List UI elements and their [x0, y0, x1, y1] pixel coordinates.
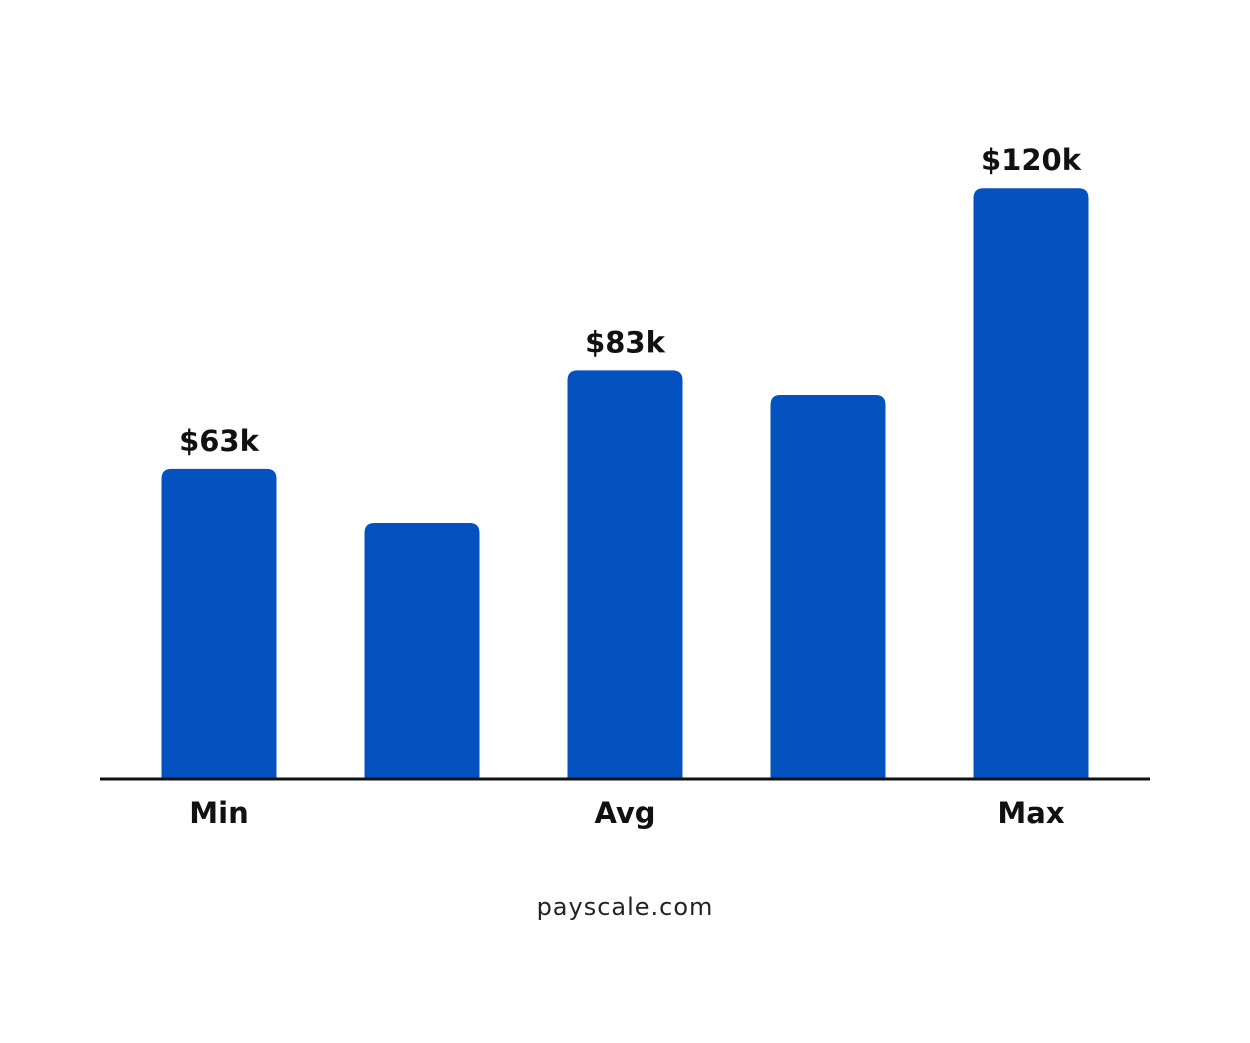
bar: [770, 395, 886, 779]
bar: [567, 370, 683, 779]
value-label: $63k: [179, 424, 260, 458]
bar: [973, 188, 1089, 779]
value-label: $120k: [981, 143, 1082, 177]
value-label: $83k: [585, 325, 666, 359]
x-tick-label: Min: [189, 796, 248, 830]
x-tick-label: Max: [997, 796, 1064, 830]
bar: [161, 468, 277, 779]
bar: [364, 523, 480, 779]
source-label: payscale.com: [537, 893, 714, 921]
x-tick-label: Avg: [594, 796, 655, 830]
